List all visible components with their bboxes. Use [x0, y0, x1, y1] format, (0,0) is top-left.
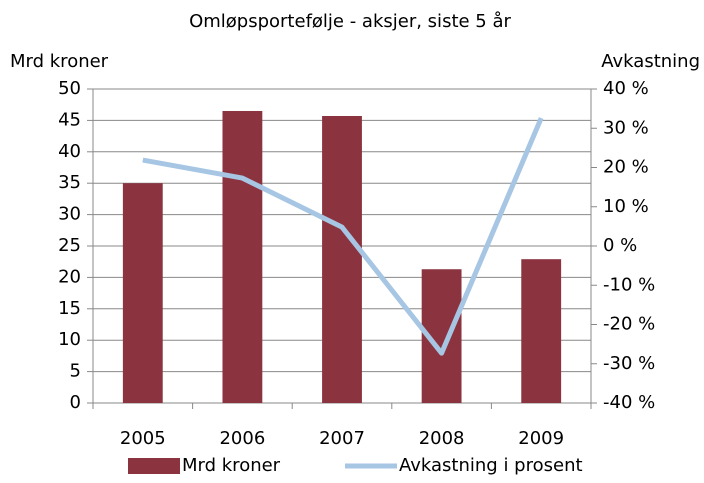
y-tick-label: 50	[58, 78, 81, 99]
y-tick-label: 35	[58, 172, 81, 193]
y2-axis-label: Avkastning	[601, 51, 700, 72]
x-tick-label: 2006	[219, 428, 265, 449]
bar	[122, 183, 163, 403]
y2-tick-label: 30 %	[603, 117, 649, 138]
legend-label: Mrd kroner	[182, 455, 281, 476]
x-tick-label: 2005	[120, 428, 166, 449]
y-tick-label: 30	[58, 204, 81, 225]
y-tick-label: 40	[58, 141, 81, 162]
y2-tick-label: -20 %	[603, 314, 655, 335]
y2-tick-label: -30 %	[603, 353, 655, 374]
y2-tick-label: 0 %	[603, 235, 637, 256]
bar	[322, 116, 362, 403]
y-tick-label: 25	[58, 235, 81, 256]
y-tick-label: 20	[58, 266, 81, 287]
y-axis-label: Mrd kroner	[10, 51, 109, 72]
chart-title: Omløpsporteføljе - aksjer, siste 5 år	[189, 11, 511, 32]
y2-tick-label: 20 %	[603, 157, 649, 178]
y2-tick-label: -40 %	[603, 392, 655, 413]
bar	[222, 110, 263, 403]
x-tick-label: 2008	[419, 428, 465, 449]
y2-tick-label: -10 %	[603, 274, 655, 295]
x-tick-label: 2007	[319, 428, 365, 449]
y2-tick-label: 40 %	[603, 78, 649, 99]
y2-tick-label: 10 %	[603, 196, 649, 217]
y-tick-label: 45	[58, 109, 81, 130]
line	[142, 117, 544, 356]
x-tick-label: 2009	[518, 428, 564, 449]
y-tick-label: 15	[58, 298, 81, 319]
y-tick-label: 0	[70, 392, 81, 413]
bar	[521, 259, 562, 403]
legend-swatch	[128, 458, 180, 474]
y-tick-label: 5	[70, 361, 81, 382]
y-tick-label: 10	[58, 329, 81, 350]
legend-label: Avkastning i prosent	[399, 455, 583, 476]
